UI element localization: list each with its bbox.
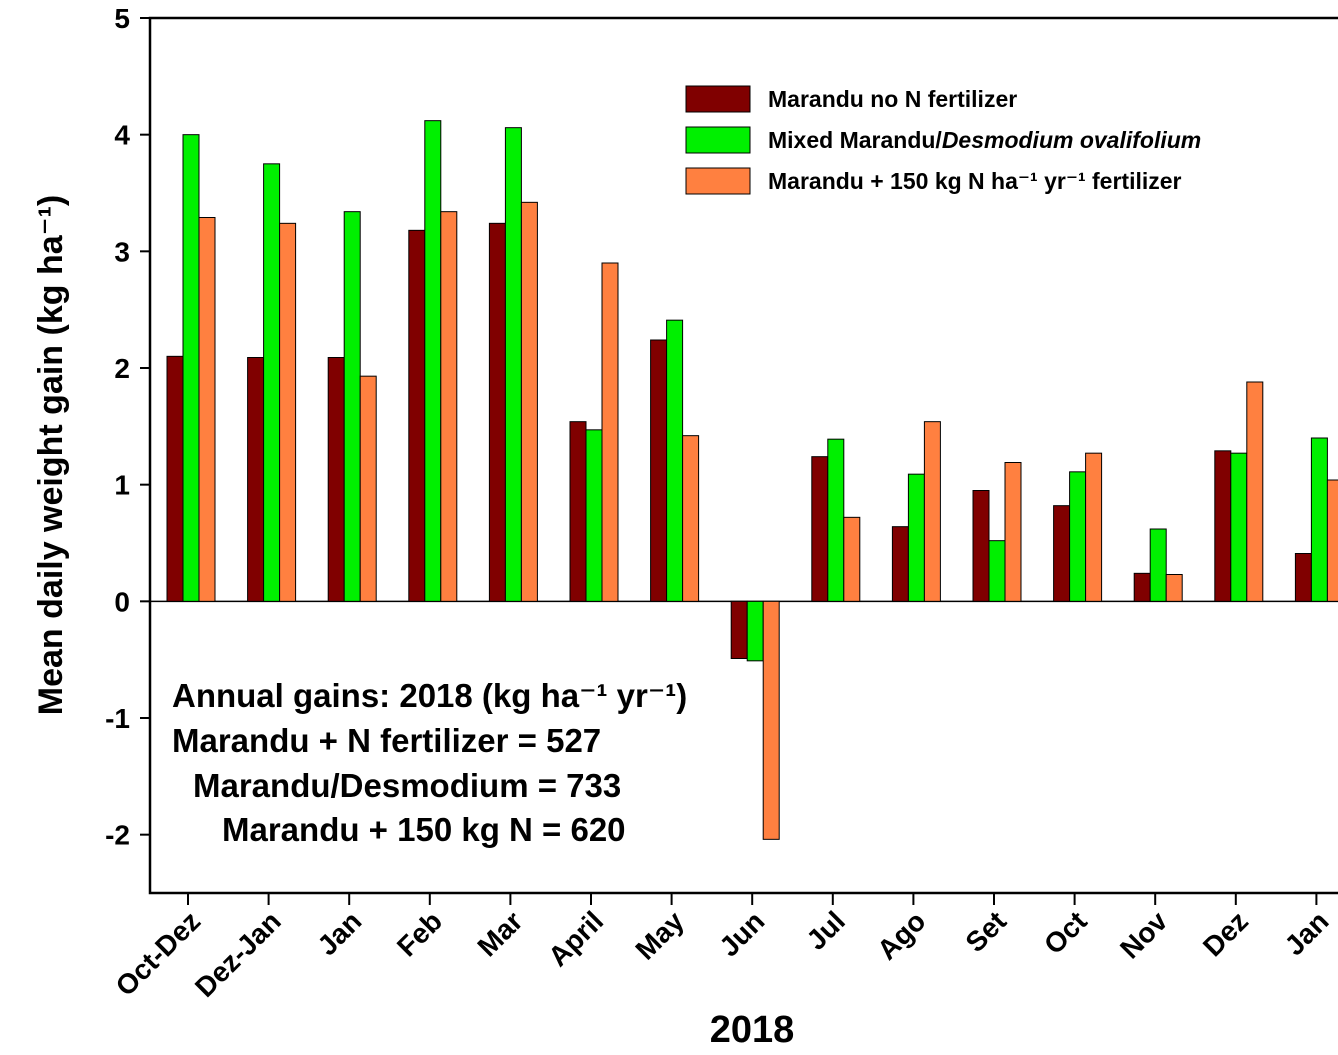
y-tick-label: -2 [105,820,130,851]
x-tick-label: April [542,905,609,972]
bar [1294,553,1312,602]
legend-swatch [685,126,751,154]
x-tick-label: Jan [311,905,367,961]
x-tick-label: May [629,905,690,966]
bar [1085,452,1103,602]
x-tick-label: Set [960,905,1013,958]
bar [279,222,297,602]
y-tick-label: -1 [105,703,130,734]
bar [843,516,861,602]
bar [1149,528,1167,602]
annotation: Marandu/Desmodium = 733 [193,767,621,804]
x-tick-label: Ago [871,905,931,965]
bar [827,438,845,602]
bar [327,357,345,602]
bar [907,473,925,602]
bar [1069,471,1087,602]
bar [585,429,603,602]
x-tick-label: Jan [1279,905,1335,961]
legend-label: Marandu + 150 kg N ha⁻¹ yr⁻¹ fertilizer [768,168,1182,194]
x-tick-label: Jul [801,905,852,956]
bar [811,456,829,602]
annotation: Annual gains: 2018 (kg ha⁻¹ yr⁻¹) [172,677,687,714]
bar [601,262,619,602]
bar [1326,479,1338,602]
bar [1214,450,1232,602]
bar [730,600,748,659]
bar [182,134,200,602]
bar [746,600,764,662]
bar [569,421,587,602]
y-axis-label: Mean daily weight gain (kg ha⁻¹) [32,195,70,715]
y-tick-label: 2 [114,353,130,384]
y-tick-label: 1 [114,470,130,501]
bar [972,490,990,602]
x-tick-label: Dez [1197,905,1254,962]
bar [424,120,442,602]
bar [923,421,941,602]
legend-label: Mixed Marandu/Desmodium ovalifolium [768,127,1201,153]
y-tick-label: 4 [114,120,130,151]
x-tick-label: Oct [1038,905,1093,960]
bar [1165,574,1183,602]
annotation: Marandu + N fertilizer = 527 [172,722,601,759]
bar [488,222,506,602]
bar [408,229,426,602]
bar [343,211,361,602]
bar [359,375,377,602]
x-tick-label: Feb [391,905,448,962]
y-tick-label: 5 [114,3,130,34]
bar [504,127,522,602]
y-tick-label: 0 [114,586,130,617]
axis-frame [148,16,1338,895]
bar [762,600,780,840]
bar [650,339,668,602]
bar [1310,437,1328,602]
bar [682,435,700,602]
x-tick-label: Dez-Jan [189,905,287,1003]
x-tick-label: Nov [1114,905,1174,965]
x-axis-label: 2018 [710,1009,795,1051]
x-tick-label: Oct-Dez [110,905,207,1002]
bar [666,319,684,602]
legend-label: Marandu no N fertilizer [768,86,1017,112]
x-tick-label: Jun [713,905,770,962]
bar [263,163,281,602]
legend-swatch [685,167,751,195]
bar [440,211,458,602]
bar [988,540,1006,602]
bar [166,355,184,602]
bar [520,201,538,602]
bar [247,357,265,602]
bar [1053,505,1071,602]
bar [891,526,909,602]
bar [1230,452,1248,602]
annotation: Marandu + 150 kg N = 620 [222,811,626,848]
bar [1246,381,1264,602]
legend-swatch [685,85,751,113]
x-tick-label: Mar [472,905,529,962]
y-tick-label: 3 [114,236,130,267]
bar [1004,462,1022,602]
bar [1133,572,1151,602]
bar [198,217,216,602]
